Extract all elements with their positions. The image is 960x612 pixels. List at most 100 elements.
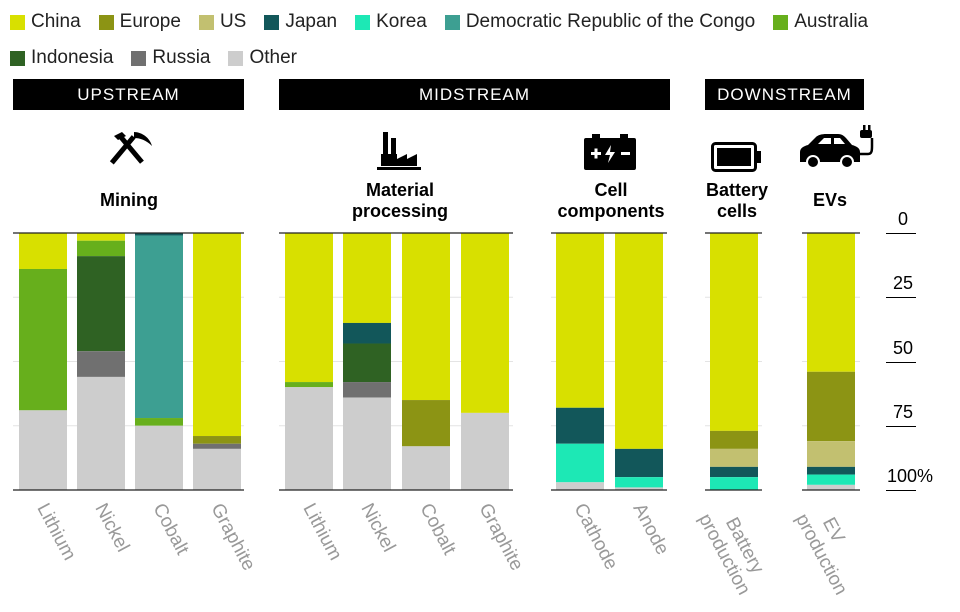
bar-segment: [19, 233, 67, 269]
axis-tick-line: [886, 361, 916, 363]
legend-swatch: [444, 14, 460, 30]
pickaxe-hammer-icon: [109, 132, 152, 165]
legend-item: China: [10, 12, 81, 32]
legend-item: Korea: [355, 12, 427, 32]
bar-segment: [343, 322, 391, 344]
bar-segment: [285, 233, 333, 383]
legend-label: Australia: [794, 11, 869, 32]
bar-segment: [615, 233, 663, 449]
ev-car-charging-icon: [800, 125, 874, 169]
bar-segment: [402, 400, 450, 447]
bar-segment: [556, 233, 604, 408]
bar-segment: [615, 448, 663, 478]
group-title-mining: Mining: [100, 190, 158, 210]
bar-segment: [556, 482, 604, 490]
bar-segment: [402, 446, 450, 490]
axis-tick-label: 25: [892, 273, 914, 294]
bar-segment: [710, 477, 758, 490]
legend-swatch: [198, 14, 214, 30]
axis-tick-line: [886, 233, 916, 234]
axis-tick-label: 0: [897, 209, 908, 229]
legend-label: Korea: [376, 11, 427, 32]
bar-segment: [19, 410, 67, 490]
bar-segment: [343, 233, 391, 323]
legend-label: Other: [249, 47, 298, 68]
bar-segment: [556, 443, 604, 483]
legend-swatch: [264, 14, 280, 30]
legend-label: Russia: [152, 47, 211, 68]
bar-segment: [77, 240, 125, 257]
bar-segment: [77, 256, 125, 352]
stage-upstream: UPSTREAM: [13, 79, 244, 110]
bar-segment: [710, 448, 758, 467]
bar-segment: [135, 425, 183, 490]
axis-tick-label: 75: [892, 401, 914, 422]
bar-segment: [807, 474, 855, 485]
legend-swatch: [228, 50, 244, 66]
bar-segment: [402, 233, 450, 401]
battery-components-icon: [584, 134, 636, 170]
bar-segment: [461, 412, 509, 490]
bar-segment: [807, 484, 855, 490]
axis-tick-line: [886, 490, 916, 491]
bar-segment: [343, 343, 391, 383]
bar-segment: [556, 407, 604, 444]
bar-segment: [343, 397, 391, 490]
legend-label: Europe: [119, 11, 181, 32]
legend-item: Australia: [773, 12, 868, 32]
bar-segment: [807, 371, 855, 442]
legend-item: Russia: [131, 48, 210, 68]
group-title-material-processing: Material processing: [351, 180, 449, 221]
stage-downstream: DOWNSTREAM: [705, 79, 864, 110]
group-title-cell-components: Cell components: [557, 180, 665, 221]
factory-icon: [377, 132, 421, 170]
legend-item: Other: [228, 48, 297, 68]
legend-swatch: [10, 50, 25, 66]
axis-tick-label: 50: [892, 337, 914, 358]
group-title-battery-cells: Battery cells: [705, 180, 769, 221]
bar-segment: [807, 466, 855, 475]
bar-segment: [193, 443, 241, 449]
legend-item: Europe: [98, 11, 181, 32]
axis-tick-line: [886, 297, 916, 299]
legend-label: US: [219, 11, 247, 32]
bar-segment: [285, 382, 333, 388]
bar-segment: [710, 430, 758, 449]
legend-item: Democratic Republic of the Congo: [444, 11, 756, 32]
legend-label: Democratic Republic of the Congo: [465, 11, 756, 32]
bar-segment: [343, 382, 391, 398]
axis-tick-label: 100%: [886, 466, 934, 486]
bar-segment: [285, 387, 333, 490]
bar-segment: [193, 436, 241, 444]
bar-segment: [807, 441, 855, 467]
bar-segment: [461, 233, 509, 413]
bar-segment: [77, 376, 125, 490]
legend: China Europe US Japan Korea Democratic Republ…: [10, 12, 950, 68]
bar-segment: [135, 233, 183, 236]
bar-segment: [615, 487, 663, 490]
legend-swatch: [773, 14, 789, 30]
legend-swatch: [98, 14, 114, 30]
bar-segment: [710, 233, 758, 431]
legend-item: Japan: [264, 12, 337, 32]
bar-segment: [135, 235, 183, 419]
bar-segment: [77, 233, 125, 241]
bar-segment: [710, 466, 758, 478]
legend-swatch: [355, 14, 371, 30]
bar-segment: [807, 233, 855, 372]
axis-tick-line: [886, 425, 916, 427]
bar-segment: [193, 448, 241, 490]
bar-segment: [19, 268, 67, 411]
legend-label: Indonesia: [31, 47, 114, 68]
legend-item: US: [198, 11, 247, 32]
bar-segment: [193, 233, 241, 437]
legend-swatch: [10, 14, 25, 30]
legend-label: Japan: [285, 11, 338, 32]
battery-icon: [711, 142, 761, 172]
bar-segment: [77, 351, 125, 377]
legend-item: Indonesia: [10, 48, 113, 68]
bar-segment: [615, 477, 663, 488]
legend-swatch: [131, 50, 147, 66]
legend-label: China: [31, 11, 81, 32]
